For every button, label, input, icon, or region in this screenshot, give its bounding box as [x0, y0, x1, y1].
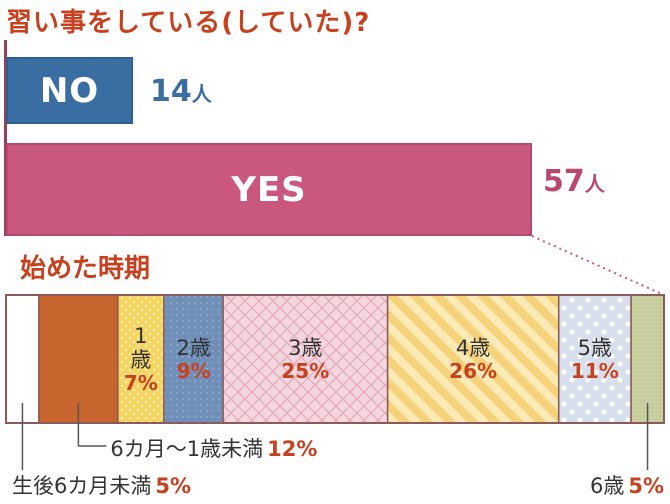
segment-age: 1 歳: [130, 323, 152, 372]
segment-percent: 7%: [123, 370, 158, 395]
callout-text: 6カ月〜1歳未満: [110, 437, 264, 461]
segment-age: 3歳: [288, 335, 323, 360]
segment-age: 5歳: [577, 335, 613, 360]
chart-title: 習い事をしている(していた)?: [6, 8, 371, 38]
segment-label-age-1: 1 歳 7%: [124, 324, 158, 395]
segment-label-age-3: 3歳 25%: [281, 336, 329, 383]
callout-percent: 12%: [267, 437, 318, 461]
seg-age-4: [386, 294, 560, 424]
no-count: 14人: [150, 74, 212, 109]
yes-count: 57人: [543, 164, 605, 199]
callout-label-2: 6歳 5%: [590, 470, 664, 500]
callout-percent: 5%: [628, 474, 665, 498]
segment-age: 4歳: [455, 335, 491, 360]
segment-percent: 26%: [449, 358, 498, 383]
callout-text: 6歳: [590, 474, 625, 498]
seg-age-3: [222, 294, 389, 424]
connector-line: [531, 235, 665, 296]
no-bar: NO: [6, 57, 133, 124]
yes-bar-label: YES: [231, 169, 307, 210]
segment-age: 2歳: [176, 335, 211, 360]
segment-label-age-4: 4歳 26%: [449, 336, 497, 383]
no-count-unit: 人: [191, 82, 212, 106]
callout-percent: 5%: [155, 474, 192, 498]
segment-label-age-5: 5歳 11%: [571, 336, 619, 383]
callout-text: 生後6カ月未満: [12, 474, 152, 498]
segment-percent: 11%: [570, 358, 619, 383]
callout-label-1: 生後6カ月未満 5%: [12, 470, 191, 500]
yes-count-unit: 人: [584, 172, 605, 196]
start-age-subtitle: 始めた時期: [20, 254, 151, 284]
no-bar-label: NO: [39, 70, 100, 111]
axis-line: [4, 40, 7, 236]
yes-count-value: 57: [543, 164, 585, 199]
stack-border: [5, 294, 665, 424]
callout-label-0: 6カ月〜1歳未満 12%: [110, 433, 317, 463]
yes-bar: YES: [6, 143, 532, 236]
no-count-value: 14: [150, 74, 192, 109]
segment-label-age-2: 2歳 9%: [177, 336, 211, 383]
segment-percent: 25%: [281, 358, 330, 383]
seg-age-1: [117, 294, 165, 424]
segment-percent: 9%: [176, 358, 211, 383]
